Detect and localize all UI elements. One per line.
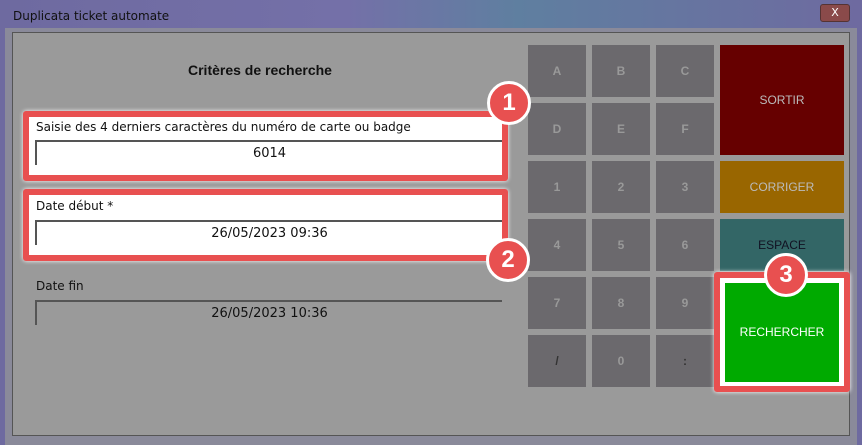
end-date-input[interactable]: 26/05/2023 10:36	[35, 300, 502, 325]
highlight-box-2	[23, 189, 508, 261]
step-badge-2: 2	[486, 238, 530, 282]
key-7[interactable]: 7	[528, 277, 586, 329]
key-b[interactable]: B	[592, 45, 650, 97]
page-title: Critères de recherche	[188, 62, 332, 78]
key-4[interactable]: 4	[528, 219, 586, 271]
key-3[interactable]: 3	[656, 161, 714, 213]
key-slash[interactable]: /	[528, 335, 586, 387]
key-d[interactable]: D	[528, 103, 586, 155]
key-5[interactable]: 5	[592, 219, 650, 271]
key-8[interactable]: 8	[592, 277, 650, 329]
key-0[interactable]: 0	[592, 335, 650, 387]
key-1[interactable]: 1	[528, 161, 586, 213]
start-date-label: Date début *	[36, 199, 114, 213]
key-a[interactable]: A	[528, 45, 586, 97]
card-number-input[interactable]: 6014	[35, 140, 502, 165]
correct-button[interactable]: CORRIGER	[720, 161, 844, 213]
key-colon[interactable]: :	[656, 335, 714, 387]
start-date-input[interactable]: 26/05/2023 09:36	[35, 220, 502, 245]
key-e[interactable]: E	[592, 103, 650, 155]
step-badge-1: 1	[487, 81, 531, 125]
close-button[interactable]: X	[820, 4, 850, 22]
key-f[interactable]: F	[656, 103, 714, 155]
end-date-label: Date fin	[36, 279, 84, 293]
title-bar	[0, 0, 862, 32]
key-c[interactable]: C	[656, 45, 714, 97]
window-title: Duplicata ticket automate	[13, 9, 170, 23]
highlight-box-1	[23, 111, 508, 181]
key-9[interactable]: 9	[656, 277, 714, 329]
card-number-label: Saisie des 4 derniers caractères du numé…	[36, 120, 411, 134]
key-2[interactable]: 2	[592, 161, 650, 213]
step-badge-3: 3	[764, 253, 808, 297]
key-6[interactable]: 6	[656, 219, 714, 271]
search-button[interactable]: RECHERCHER	[725, 283, 839, 382]
exit-button[interactable]: SORTIR	[720, 45, 844, 155]
